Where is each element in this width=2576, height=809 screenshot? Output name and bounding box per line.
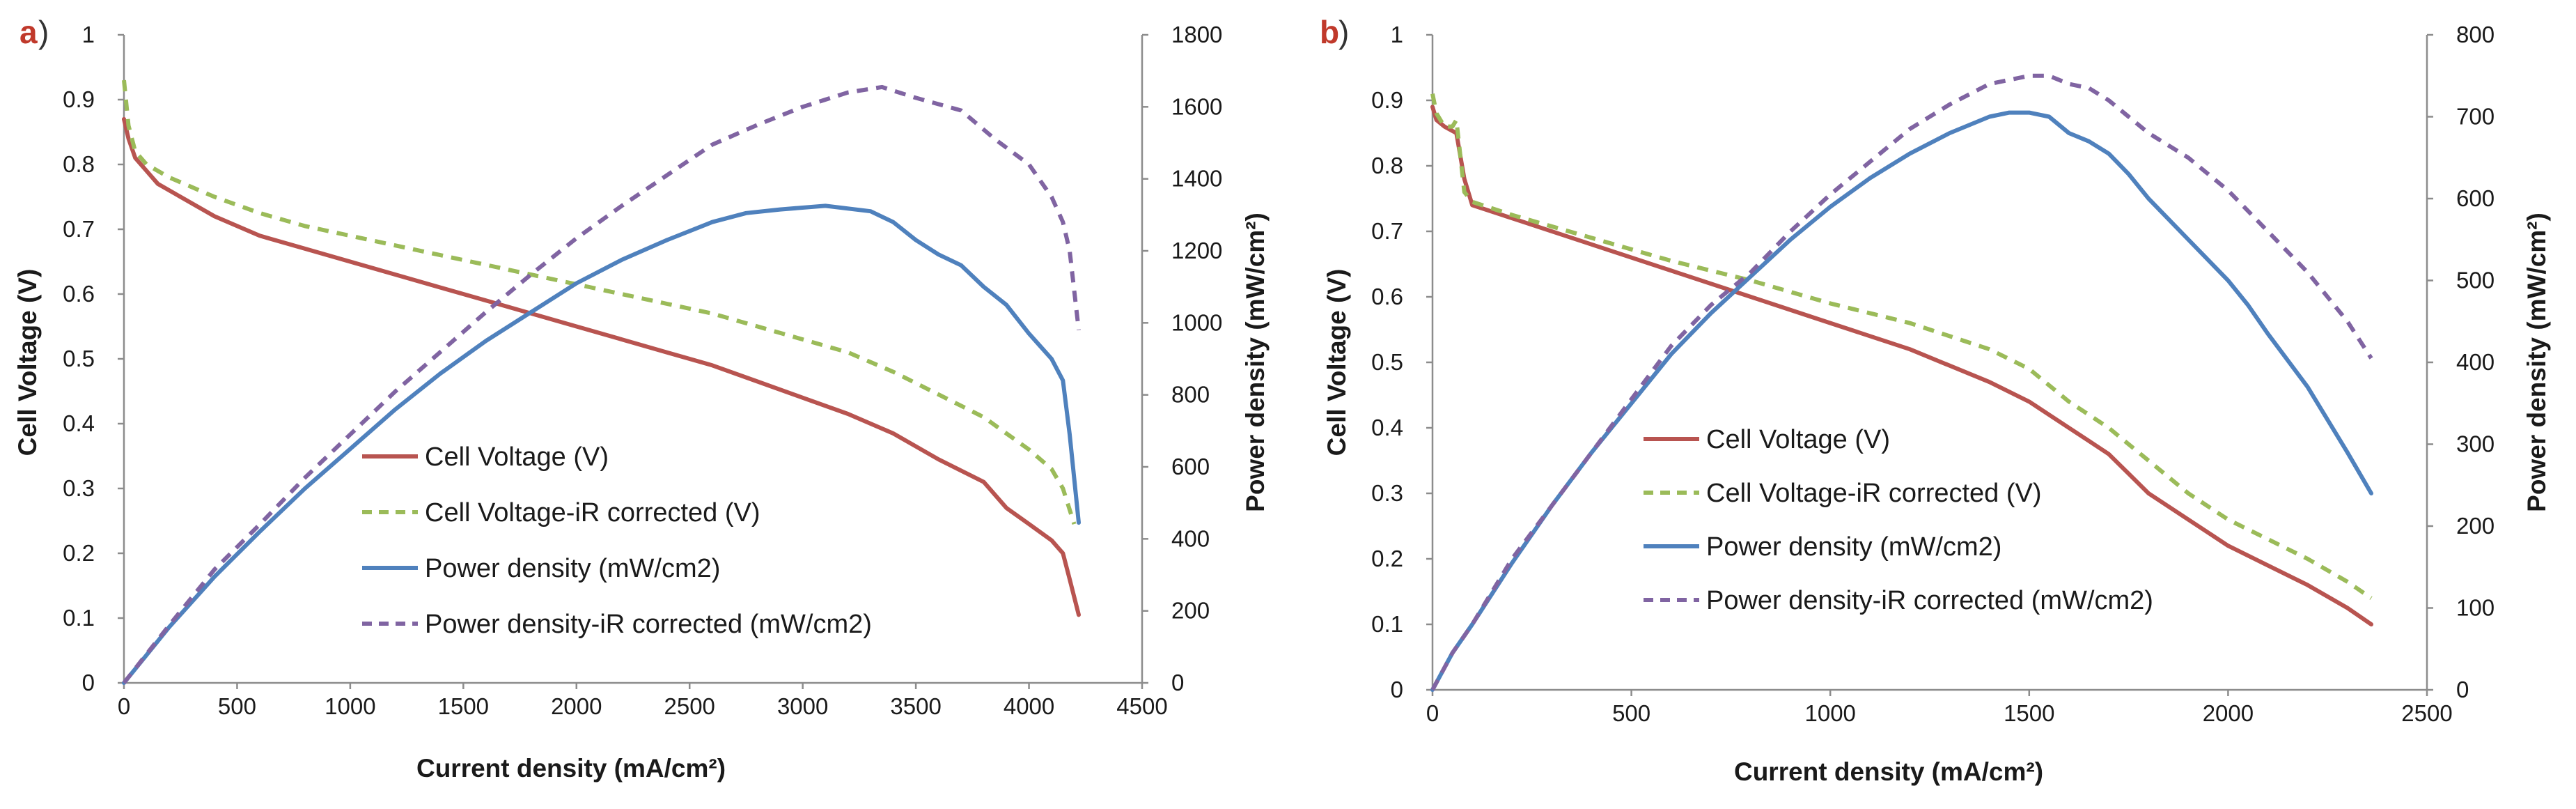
y-tick-label-b: 0.2 — [1371, 546, 1403, 571]
series-line-cell-voltage-a — [122, 116, 1081, 617]
y2-tick-label-a: 600 — [1171, 454, 1210, 479]
y2-axis-title-b: Power density (mW/cm²) — [2522, 213, 2551, 512]
legend-label-power-density-b: Power density (mW/cm2) — [1706, 532, 2001, 562]
legend-a: Cell Voltage (V) Cell Voltage-iR correct… — [362, 442, 872, 639]
y-tick-label-b: 0.7 — [1371, 218, 1403, 244]
legend-label-cell-voltage-ir-b: Cell Voltage-iR corrected (V) — [1706, 479, 2042, 508]
y2-tick-label-b: 700 — [2456, 104, 2495, 130]
panel-label-b: b — [1320, 14, 1339, 50]
series-line-cell-voltage-ir-a — [122, 79, 1077, 525]
y2-tick-label-b: 500 — [2456, 268, 2495, 293]
x-tick-label-a: 1000 — [325, 693, 375, 719]
y2-tick-label-a: 800 — [1171, 382, 1210, 408]
y-tick-label-a: 0.8 — [63, 151, 95, 177]
y2-tick-label-b: 0 — [2456, 677, 2469, 702]
y2-tick-label-b: 800 — [2456, 22, 2495, 47]
y2-tick-label-a: 1200 — [1171, 238, 1222, 263]
series-line-power-density-ir-a — [122, 84, 1081, 684]
x-tick-label-b: 2500 — [2401, 700, 2452, 726]
legend-label-power-density-ir-b: Power density-iR corrected (mW/cm2) — [1706, 586, 2153, 615]
x-tick-label-a: 1500 — [438, 693, 489, 719]
plot-area-b: 0 500 1000 1500 2000 250000.10.20.30.40.50.60… — [1371, 22, 2495, 726]
y2-tick-label-a: 200 — [1171, 598, 1210, 624]
y2-tick-label-a: 400 — [1171, 525, 1210, 551]
x-tick-label-b: 1000 — [1804, 700, 1855, 726]
x-axis-title-a: Current density (mA/cm²) — [416, 754, 726, 783]
y2-tick-label-a: 1800 — [1171, 22, 1222, 47]
x-tick-label-b: 1500 — [2004, 700, 2054, 726]
x-tick-label-a: 3500 — [890, 693, 941, 719]
y-tick-label-a: 0.6 — [63, 281, 95, 307]
y2-tick-label-b: 300 — [2456, 431, 2495, 457]
panel-paren-b: ) — [1338, 14, 1349, 50]
legend-label-cell-voltage-ir-a: Cell Voltage-iR corrected (V) — [425, 498, 760, 527]
y2-axis-title-a: Power density (mW/cm²) — [1241, 213, 1270, 512]
x-tick-label-b: 2000 — [2203, 700, 2254, 726]
y2-tick-label-a: 1000 — [1171, 309, 1222, 335]
chart-panel-a: a ) 0 500 1000 1500 2000 2500 3000 3500 4000 4500… — [13, 14, 1270, 783]
legend-label-power-density-ir-a: Power density-iR corrected (mW/cm2) — [425, 610, 872, 639]
x-tick-label-a: 2000 — [551, 693, 602, 719]
x-tick-label-a: 4000 — [1004, 693, 1054, 719]
y2-tick-label-a: 1400 — [1171, 166, 1222, 192]
y2-tick-label-b: 200 — [2456, 513, 2495, 539]
y-tick-label-a: 0.7 — [63, 216, 95, 242]
y-tick-label-a: 0.9 — [63, 86, 95, 112]
y-tick-label-b: 1 — [1391, 22, 1403, 47]
chart-panel-b: b ) 0 500 1000 1500 2000 250000.10.20.30.40.5… — [1320, 14, 2551, 786]
y-axis-title-a: Cell Voltage (V) — [13, 269, 42, 456]
y2-tick-label-a: 1600 — [1171, 93, 1222, 119]
y-tick-label-b: 0.6 — [1371, 284, 1403, 309]
y2-tick-label-b: 600 — [2456, 185, 2495, 211]
y-tick-label-b: 0.9 — [1371, 87, 1403, 113]
x-tick-label-b: 500 — [1612, 700, 1650, 726]
y-tick-label-b: 0.3 — [1371, 480, 1403, 506]
y-tick-label-b: 0.4 — [1371, 415, 1403, 440]
panel-label-a: a — [19, 14, 38, 50]
y-tick-label-a: 0.2 — [63, 540, 95, 566]
panel-paren-a: ) — [38, 14, 49, 50]
legend-label-cell-voltage-a: Cell Voltage (V) — [425, 442, 609, 472]
y2-tick-label-b: 400 — [2456, 349, 2495, 375]
y-tick-label-b: 0 — [1391, 677, 1403, 702]
y-axis-title-b: Cell Voltage (V) — [1322, 269, 1351, 456]
plot-area-a: 0 500 1000 1500 2000 2500 3000 3500 4000 450000.1… — [63, 22, 1222, 719]
series-line-power-density-ir-b — [1430, 73, 2373, 691]
x-tick-label-b: 0 — [1426, 700, 1439, 726]
y-tick-label-b: 0.8 — [1371, 153, 1403, 178]
y2-tick-label-a: 0 — [1171, 670, 1184, 695]
series-line-power-density-b — [1430, 110, 2373, 692]
x-tick-label-a: 3000 — [777, 693, 828, 719]
x-tick-label-a: 0 — [118, 693, 130, 719]
x-tick-label-a: 2500 — [664, 693, 715, 719]
y-tick-label-a: 0.4 — [63, 410, 95, 436]
y-tick-label-a: 0.5 — [63, 346, 95, 371]
y-tick-label-b: 0.1 — [1371, 611, 1403, 637]
x-axis-title-b: Current density (mA/cm²) — [1734, 757, 2043, 786]
y-tick-label-a: 1 — [82, 22, 95, 47]
series-line-cell-voltage-ir-b — [1430, 93, 2373, 600]
series-line-cell-voltage-b — [1430, 105, 2373, 626]
legend-b: Cell Voltage (V) Cell Voltage-iR correct… — [1644, 425, 2153, 615]
y-tick-label-a: 0 — [82, 670, 95, 695]
legend-label-power-density-a: Power density (mW/cm2) — [425, 554, 720, 583]
series-line-power-density-a — [122, 203, 1081, 685]
y-tick-label-b: 0.5 — [1371, 349, 1403, 375]
x-tick-label-a: 4500 — [1116, 693, 1167, 719]
y-tick-label-a: 0.3 — [63, 475, 95, 501]
x-tick-label-a: 500 — [218, 693, 256, 719]
y-tick-label-a: 0.1 — [63, 605, 95, 631]
y2-tick-label-b: 100 — [2456, 595, 2495, 621]
legend-label-cell-voltage-b: Cell Voltage (V) — [1706, 425, 1890, 454]
